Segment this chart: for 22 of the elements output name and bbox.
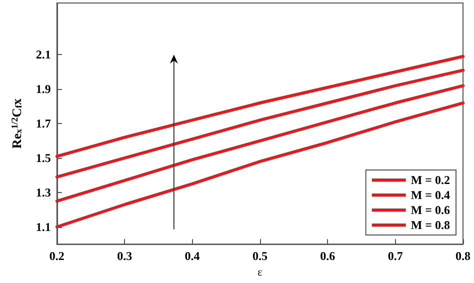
legend-label: M = 0.2: [410, 173, 450, 187]
legend-label: M = 0.6: [410, 203, 450, 217]
x-tick-label: 0.4: [184, 249, 200, 264]
x-tick-label: 0.6: [320, 249, 336, 264]
y-axis-title: Rex1/2Cfx: [9, 98, 24, 149]
legend-label: M = 0.4: [410, 188, 450, 202]
y-tick-label: 1.9: [36, 82, 51, 96]
y-tick-label: 1.1: [36, 220, 51, 234]
y-tick-label: 1.5: [36, 150, 51, 165]
x-axis-title: ε: [258, 266, 263, 278]
line-series: [55, 84, 464, 203]
legend-label: M = 0.8: [410, 218, 450, 232]
x-tick-label: 0.8: [456, 249, 470, 264]
y-tick-label: 1.3: [36, 185, 51, 200]
x-tick-label: 0.3: [117, 249, 132, 264]
x-tick-label: 0.2: [49, 249, 64, 264]
y-tick-label: 1.7: [36, 116, 51, 131]
x-tick-label: 0.7: [388, 249, 403, 264]
line-series: [55, 101, 464, 228]
x-tick-label: 0.5: [252, 249, 268, 264]
line-series: [55, 54, 464, 158]
y-tick-label: 2.1: [36, 48, 51, 62]
